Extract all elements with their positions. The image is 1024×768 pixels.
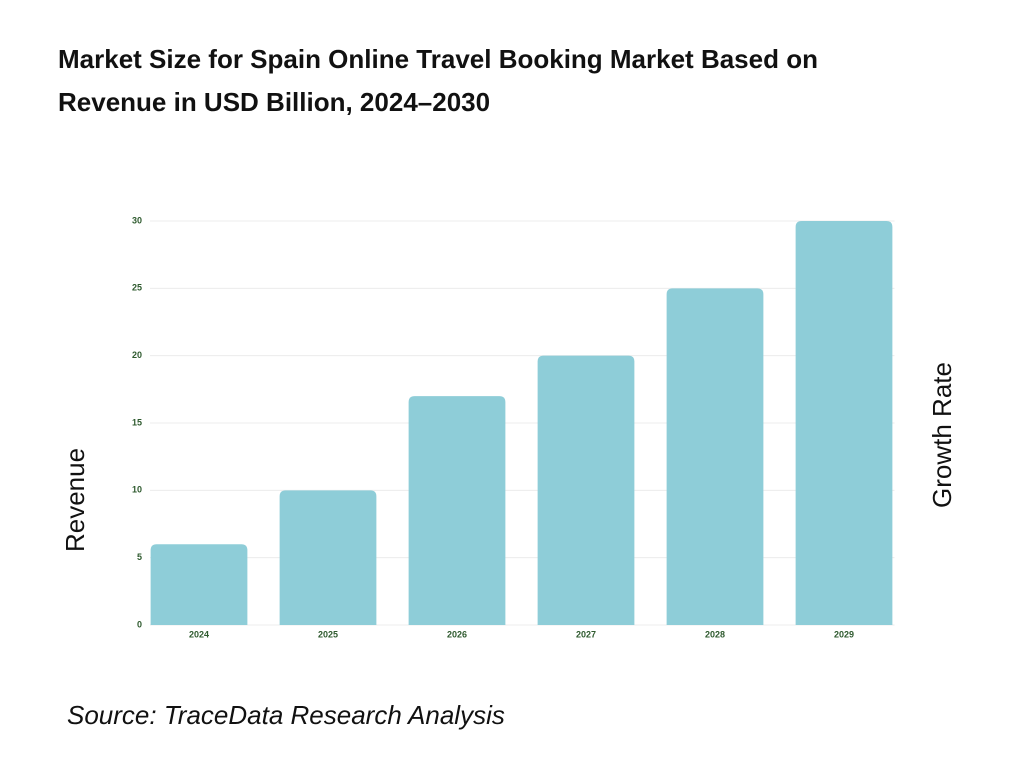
y-tick-label: 0 xyxy=(137,619,142,629)
y-tick-label: 10 xyxy=(132,485,142,495)
x-tick-label: 2026 xyxy=(447,629,467,639)
bar xyxy=(150,544,248,625)
x-tick-label: 2025 xyxy=(318,629,338,639)
x-tick-label: 2024 xyxy=(189,629,209,639)
y-tick-label: 5 xyxy=(137,552,142,562)
x-tick-label: 2029 xyxy=(834,629,854,639)
y2-axis-title: Growth Rate xyxy=(927,362,957,508)
bar xyxy=(537,355,635,625)
source-note: Source: TraceData Research Analysis xyxy=(67,700,505,730)
x-tick-label: 2028 xyxy=(705,629,725,639)
x-tick-label: 2027 xyxy=(576,629,596,639)
bar xyxy=(666,288,764,625)
y-tick-label: 25 xyxy=(132,283,142,293)
bar xyxy=(408,396,506,625)
bar xyxy=(795,221,893,625)
y-tick-label: 20 xyxy=(132,350,142,360)
y-axis-title: Revenue xyxy=(60,448,90,552)
bar xyxy=(279,490,377,625)
y-tick-label: 30 xyxy=(132,215,142,225)
chart-title: Market Size for Spain Online Travel Book… xyxy=(58,44,818,117)
y-tick-label: 15 xyxy=(132,417,142,427)
